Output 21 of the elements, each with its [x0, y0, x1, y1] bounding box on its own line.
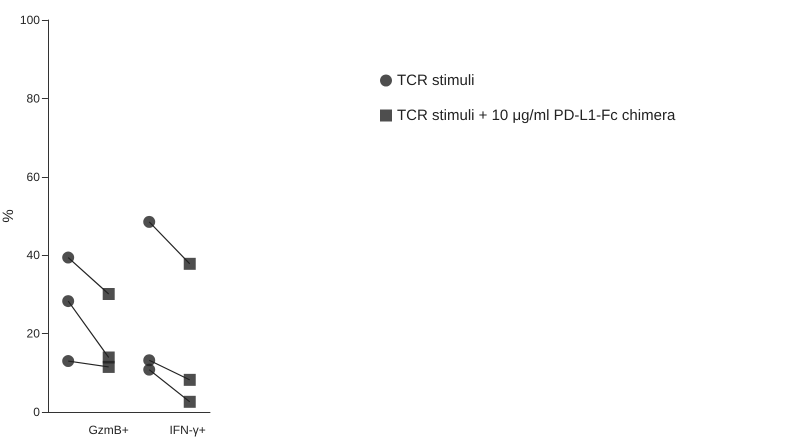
legend-label: TCR stimuli + 10 μg/ml PD-L1-Fc chimera [397, 107, 676, 124]
text: IFN-γ+ [169, 423, 206, 437]
y-tick-label: 100 [20, 13, 40, 27]
y-tick-label: 0 [33, 405, 40, 419]
point [143, 364, 156, 376]
y-tick-label: 80 [26, 91, 40, 106]
point [102, 360, 115, 373]
y-axis-title: % [0, 209, 17, 223]
y-tick-label: 20 [26, 326, 40, 341]
point [62, 295, 74, 308]
point [184, 374, 196, 386]
legend-label: TCR stimuli [397, 72, 474, 89]
point [62, 252, 74, 264]
point [184, 396, 196, 408]
point [62, 355, 74, 368]
point [102, 288, 115, 300]
y-tick-label: 60 [26, 170, 40, 184]
text: GzmB+ [88, 423, 129, 437]
point [143, 216, 156, 228]
point [184, 258, 196, 270]
y-tick-label: 40 [26, 248, 40, 262]
